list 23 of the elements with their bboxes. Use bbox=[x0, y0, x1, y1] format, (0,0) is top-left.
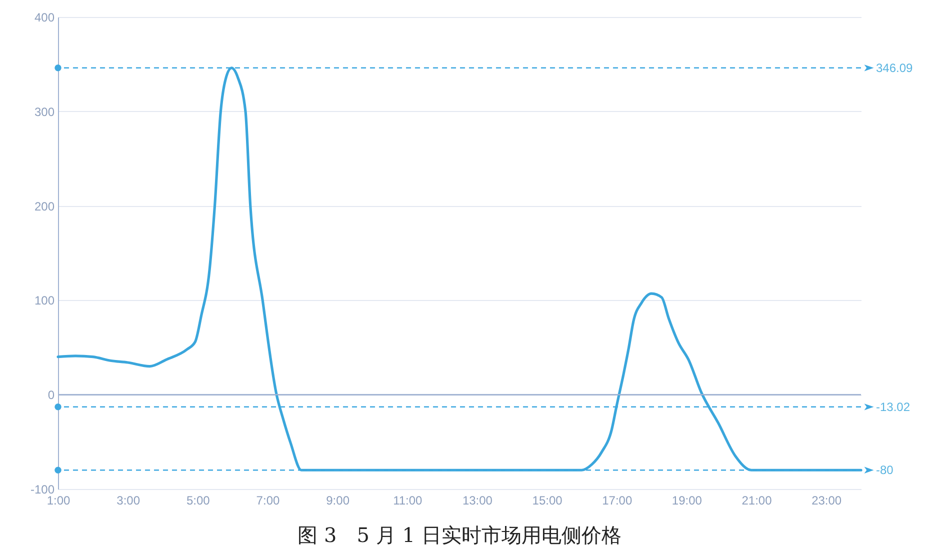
y-tick-label: 200 bbox=[34, 199, 55, 214]
x-tick-label: 19:00 bbox=[672, 494, 702, 508]
x-tick-label: 3:00 bbox=[116, 494, 140, 508]
x-tick-label: 5:00 bbox=[186, 494, 210, 508]
y-tick-label: 400 bbox=[34, 10, 55, 24]
x-tick-label: 13:00 bbox=[462, 494, 493, 508]
x-tick-label: 23:00 bbox=[812, 494, 842, 508]
x-tick-label: 21:00 bbox=[742, 494, 772, 508]
ref-line-label: -13.02 bbox=[876, 400, 910, 414]
line-series bbox=[56, 66, 862, 472]
x-tick-label: 11:00 bbox=[393, 494, 423, 508]
x-tick-label: 15:00 bbox=[532, 494, 563, 508]
x-tick-label: 1:00 bbox=[46, 494, 70, 508]
y-tick-label: 100 bbox=[34, 294, 55, 308]
ref-line-label: 346.09 bbox=[876, 60, 914, 75]
x-tick-label: 7:00 bbox=[256, 494, 280, 508]
x-tick-label: 17:00 bbox=[602, 494, 632, 508]
y-tick-label: 0 bbox=[48, 388, 55, 402]
text: 图 3 5 月 1 日实时市场用电侧价格 bbox=[298, 523, 622, 547]
ref-line-label: -80 bbox=[876, 463, 894, 478]
y-tick-label: -100 bbox=[30, 482, 55, 496]
y-tick-label: 300 bbox=[34, 104, 55, 119]
x-tick-label: 9:00 bbox=[326, 494, 350, 508]
